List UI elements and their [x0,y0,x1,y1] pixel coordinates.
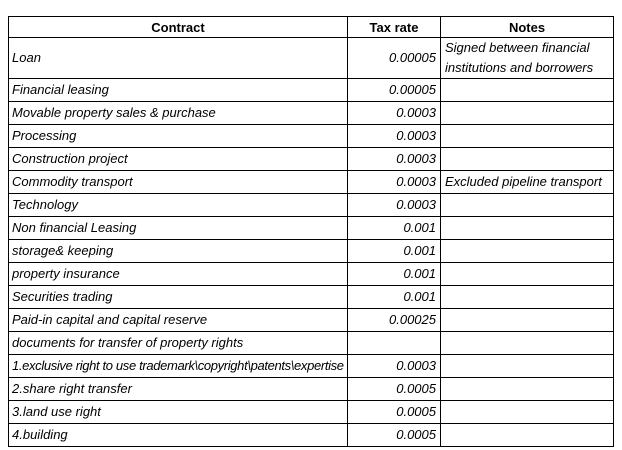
tax-rate-cell: 0.00005 [347,37,441,79]
table-row: Technology 0.0003 [8,193,614,217]
notes-cell [440,78,614,102]
table-row: 2.share right transfer 0.0005 [8,377,614,401]
contract-cell: Non financial Leasing [8,216,348,240]
table-row: Processing 0.0003 [8,124,614,148]
contract-cell: Financial leasing [8,78,348,102]
tax-rate-table: Contract Tax rate Notes Loan 0.00005 Signe… [8,16,614,447]
contract-cell: 2.share right transfer [8,377,348,401]
table-row: Loan 0.00005 Signed between financial inst… [8,37,614,79]
contract-cell: 4.building [8,423,348,447]
contract-cell: 3.land use right [8,400,348,424]
table-row: property insurance 0.001 [8,262,614,286]
table-row: 1.exclusive right to use trademark\copyr… [8,354,614,378]
table-row: Securities trading 0.001 [8,285,614,309]
column-header-notes: Notes [440,16,614,38]
tax-rate-cell: 0.00005 [347,78,441,102]
table-row: 4.building 0.0005 [8,423,614,447]
notes-cell [440,400,614,424]
contract-cell: Construction project [8,147,348,171]
tax-rate-cell: 0.00025 [347,308,441,332]
notes-cell [440,308,614,332]
notes-cell [440,124,614,148]
table-row: Construction project 0.0003 [8,147,614,171]
notes-cell [440,285,614,309]
notes-cell [440,216,614,240]
tax-rate-cell: 0.001 [347,262,441,286]
notes-cell [440,239,614,263]
contract-cell: documents for transfer of property right… [8,331,348,355]
notes-cell [440,331,614,355]
table-row: storage& keeping 0.001 [8,239,614,263]
notes-cell [440,262,614,286]
contract-cell: Securities trading [8,285,348,309]
contract-cell: 1.exclusive right to use trademark\copyr… [8,354,348,378]
notes-cell: Signed between financial institutions an… [440,37,614,79]
table-row: 3.land use right 0.0005 [8,400,614,424]
notes-cell [440,377,614,401]
table-row: Movable property sales & purchase 0.0003 [8,101,614,125]
tax-rate-cell: 0.0005 [347,377,441,401]
table-header-row: Contract Tax rate Notes [8,16,614,38]
tax-rate-cell: 0.0003 [347,193,441,217]
tax-rate-cell: 0.0005 [347,423,441,447]
contract-cell: Loan [8,37,348,79]
contract-cell: Movable property sales & purchase [8,101,348,125]
notes-cell [440,354,614,378]
contract-cell: property insurance [8,262,348,286]
table-row: Commodity transport 0.0003 Excluded pipeli… [8,170,614,194]
notes-cell [440,101,614,125]
tax-rate-cell: 0.0003 [347,354,441,378]
tax-rate-cell: 0.001 [347,285,441,309]
table-row: Financial leasing 0.00005 [8,78,614,102]
notes-cell [440,423,614,447]
column-header-contract: Contract [8,16,348,38]
contract-cell: Paid-in capital and capital reserve [8,308,348,332]
column-header-tax-rate: Tax rate [347,16,441,38]
table-body: Loan 0.00005 Signed between financial inst… [8,37,614,447]
contract-cell: Commodity transport [8,170,348,194]
tax-rate-cell: 0.001 [347,239,441,263]
notes-cell [440,193,614,217]
tax-rate-cell: 0.0003 [347,124,441,148]
contract-cell: Processing [8,124,348,148]
notes-cell: Excluded pipeline transport [440,170,614,194]
table-row: Paid-in capital and capital reserve 0.000… [8,308,614,332]
notes-cell [440,147,614,171]
tax-rate-cell: 0.0003 [347,101,441,125]
contract-cell: storage& keeping [8,239,348,263]
table-row: Non financial Leasing 0.001 [8,216,614,240]
contract-cell: Technology [8,193,348,217]
tax-rate-cell: 0.0003 [347,170,441,194]
tax-rate-cell [347,331,441,355]
tax-rate-cell: 0.001 [347,216,441,240]
tax-rate-cell: 0.0003 [347,147,441,171]
tax-rate-cell: 0.0005 [347,400,441,424]
table-row: documents for transfer of property right… [8,331,614,355]
